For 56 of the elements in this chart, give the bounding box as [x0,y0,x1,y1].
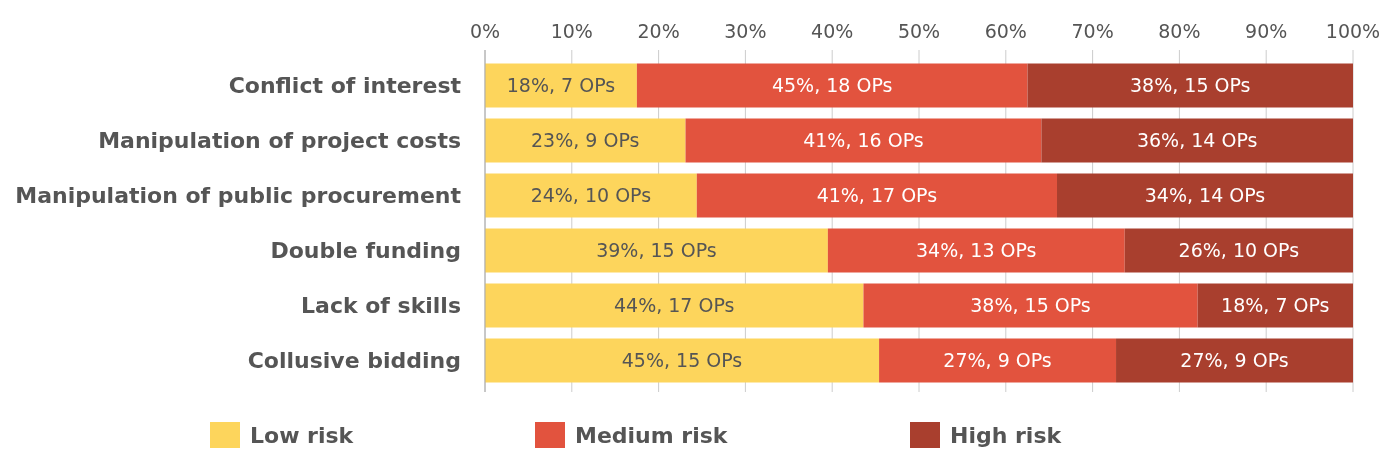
data-label: 34%, 13 OPs [916,239,1037,262]
x-tick-label: 60% [984,20,1027,42]
x-tick-label: 70% [1071,20,1114,42]
bar [485,283,864,328]
x-tick-label: 80% [1158,20,1201,42]
y-tick-label: Lack of skills [301,293,461,319]
bar [827,228,1125,273]
bar [485,118,686,163]
x-tick-label: 40% [811,20,854,42]
data-label: 23%, 9 OPs [531,129,640,152]
bar [879,338,1117,383]
legend-label: High risk [950,422,1063,448]
data-label: 27%, 9 OPs [1180,349,1289,372]
data-label: 45%, 15 OPs [621,349,743,372]
x-tick-label: 50% [897,20,941,42]
bar [1027,63,1353,108]
bar [1041,118,1353,163]
bar [485,228,828,273]
x-tick-label: 30% [724,20,767,42]
bar [1124,228,1353,273]
x-tick-label: 20% [637,20,680,42]
data-label: 27%, 9 OPs [943,349,1052,372]
data-label: 38%, 15 OPs [970,294,1091,317]
data-label: 44%, 17 OPs [613,294,735,317]
bar [485,338,880,383]
data-label: 24%, 10 OPs [530,184,652,207]
data-label: 34%, 14 OPs [1144,184,1266,207]
y-tick-label: Conflict of interest [228,73,462,99]
bar [636,63,1028,108]
data-label: 41%, 16 OPs [803,129,924,152]
bar [696,173,1058,218]
y-tick-label: Manipulation of project costs [98,128,461,154]
bar [1057,173,1353,218]
bar [863,283,1198,328]
bar [485,63,637,108]
data-label: 45%, 18 OPs [771,74,893,97]
bar [1116,338,1353,383]
legend-label: Medium risk [575,422,729,448]
data-label: 36%, 14 OPs [1136,129,1258,152]
x-tick-label: 100% [1325,20,1381,42]
y-tick-label: Manipulation of public procurement [15,183,462,209]
bar [485,173,697,218]
data-label: 39%, 15 OPs [596,239,717,262]
bar [685,118,1042,163]
y-tick-label: Double funding [270,238,461,264]
data-label: 41%, 17 OPs [816,184,938,207]
legend-label: Low risk [250,422,355,448]
x-tick-label: 10% [550,20,593,42]
data-label: 18%, 7 OPs [1221,294,1330,317]
y-tick-label: Collusive bidding [247,348,461,374]
data-label: 18%, 7 OPs [506,74,616,97]
bar [1197,283,1353,328]
data-label: 26%, 10 OPs [1178,239,1300,262]
data-label: 38%, 15 OPs [1129,74,1251,97]
x-tick-label: 90% [1245,20,1288,42]
x-tick-label: 0% [469,20,501,42]
